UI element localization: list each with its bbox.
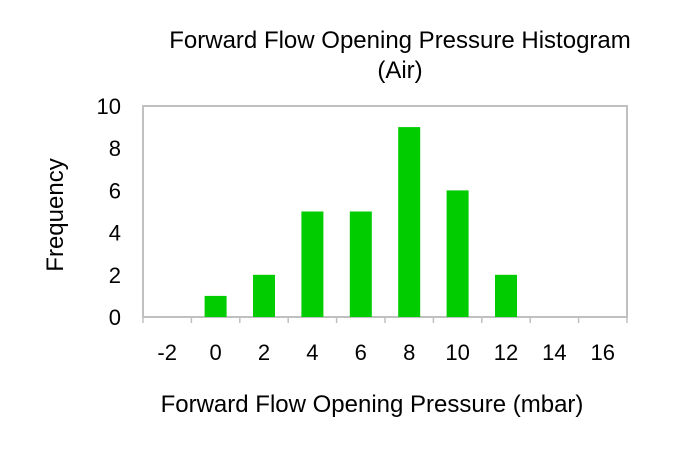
bar-4 — [301, 211, 324, 317]
chart-title-line-2: (Air) — [377, 57, 422, 84]
x-tick-label: 12 — [494, 340, 518, 365]
x-tick-label: 14 — [542, 340, 566, 365]
x-axis-label: Forward Flow Opening Pressure (mbar) — [161, 391, 584, 418]
bar-12 — [495, 274, 517, 317]
x-tick-label: -2 — [157, 340, 177, 365]
bar-2 — [253, 274, 275, 317]
y-tick-label: 8 — [109, 136, 121, 161]
y-tick-label: 4 — [109, 221, 121, 246]
y-tick-label: 0 — [109, 305, 121, 330]
x-tick-label: 8 — [403, 340, 415, 365]
x-tick-label: 16 — [591, 340, 615, 365]
y-tick-label: 2 — [109, 263, 121, 288]
bar-0 — [204, 295, 227, 317]
bar-8 — [398, 127, 421, 317]
y-tick-labels: 0 2 4 6 8 10 — [97, 94, 121, 330]
bars-group — [204, 127, 517, 317]
y-tick-label: 10 — [97, 94, 121, 119]
bar-10 — [446, 190, 469, 317]
x-tick-label: 6 — [355, 340, 367, 365]
x-tick-label: 0 — [209, 340, 221, 365]
plot-area-frame — [142, 105, 628, 318]
bar-6 — [349, 211, 372, 317]
chart-title-line-1: Forward Flow Opening Pressure Histogram — [169, 27, 631, 54]
y-axis-label: Frequency — [42, 158, 69, 271]
x-tick-label: 2 — [258, 340, 270, 365]
x-tick-label: 10 — [445, 340, 469, 365]
y-tick-label: 6 — [109, 178, 121, 203]
x-tick-labels: -2 0 2 4 6 8 10 12 14 16 — [142, 317, 628, 365]
x-tick-label: 4 — [306, 340, 318, 365]
